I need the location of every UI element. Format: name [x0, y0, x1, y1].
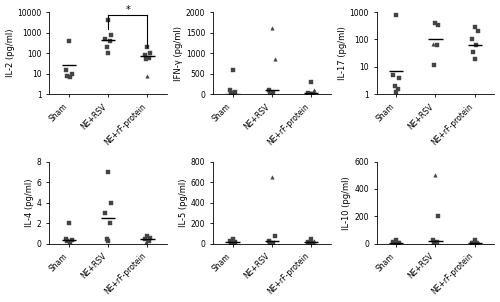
- Y-axis label: IL-4 (pg/ml): IL-4 (pg/ml): [25, 178, 34, 227]
- Y-axis label: IL-2 (pg/ml): IL-2 (pg/ml): [6, 29, 15, 77]
- Y-axis label: IL-17 (pg/ml): IL-17 (pg/ml): [338, 26, 346, 80]
- Y-axis label: IL-10 (pg/ml): IL-10 (pg/ml): [342, 176, 351, 230]
- Y-axis label: IFN-γ (pg/ml): IFN-γ (pg/ml): [174, 26, 183, 81]
- Y-axis label: IL-5 (pg/ml): IL-5 (pg/ml): [179, 178, 188, 227]
- Text: *: *: [126, 5, 130, 15]
